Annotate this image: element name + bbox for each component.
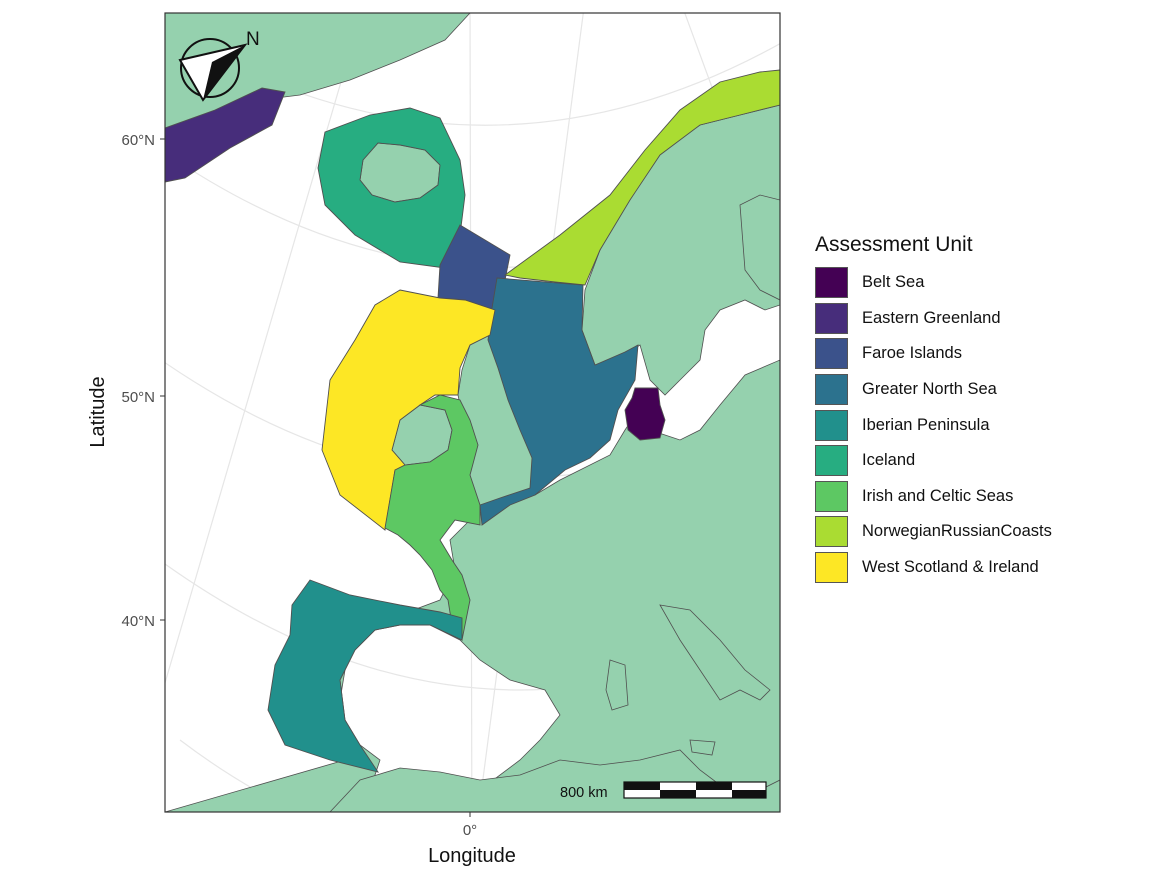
area-eastern-greenland[interactable] <box>165 87 286 183</box>
legend: Assessment Unit Belt Sea Eastern Greenlan… <box>815 233 1052 585</box>
y-axis-title: Latitude <box>87 376 109 447</box>
legend-item: West Scotland & Ireland <box>815 550 1052 586</box>
legend-swatch <box>815 338 848 370</box>
scale-bar: 800 km <box>560 781 767 801</box>
legend-label: Faroe Islands <box>862 344 962 363</box>
legend-item: Iberian Peninsula <box>815 407 1052 443</box>
area-iberian-peninsula[interactable] <box>267 579 463 773</box>
y-tick-label: 50°N <box>121 389 155 406</box>
legend-label: Eastern Greenland <box>862 308 1001 327</box>
legend-label: NorwegianRussianCoasts <box>862 522 1052 541</box>
x-tick-label: 0° <box>463 822 477 839</box>
land-sardinia <box>605 659 629 711</box>
legend-item: Greater North Sea <box>815 372 1052 408</box>
legend-title: Assessment Unit <box>815 233 973 256</box>
area-west-scotland-ireland[interactable] <box>321 289 496 531</box>
y-axis: 60°N 50°N 40°N Latitude <box>87 132 165 630</box>
legend-swatch <box>815 445 848 477</box>
legend-item: Eastern Greenland <box>815 301 1052 337</box>
y-tick-label: 60°N <box>121 132 155 149</box>
x-axis-title: Longitude <box>428 845 516 867</box>
legend-label: Belt Sea <box>862 273 925 292</box>
area-belt-sea[interactable] <box>624 387 666 441</box>
legend-label: Iberian Peninsula <box>862 415 990 434</box>
legend-swatch <box>815 552 848 584</box>
y-tick-label: 40°N <box>121 613 155 630</box>
area-greater-north-sea[interactable] <box>479 277 639 526</box>
assessment-units <box>165 69 780 773</box>
legend-swatch <box>815 409 848 441</box>
legend-label: West Scotland & Ireland <box>862 558 1039 577</box>
legend-label: Irish and Celtic Seas <box>862 486 1014 505</box>
x-axis: 0° Longitude <box>428 812 516 867</box>
panel-border <box>164 12 781 813</box>
legend-label: Greater North Sea <box>862 380 997 399</box>
legend-swatch <box>815 267 848 299</box>
map-panel: N 800 km <box>165 13 780 812</box>
legend-item: Iceland <box>815 443 1052 479</box>
compass-icon: N <box>178 29 260 102</box>
legend-item: Faroe Islands <box>815 336 1052 372</box>
legend-swatch <box>815 374 848 406</box>
legend-swatch <box>815 480 848 512</box>
legend-item: NorwegianRussianCoasts <box>815 514 1052 550</box>
legend-label: Iceland <box>862 451 916 470</box>
legend-swatch <box>815 302 848 334</box>
legend-items: Belt Sea Eastern Greenland Faroe Islands Gr… <box>815 265 1052 585</box>
legend-item: Irish and Celtic Seas <box>815 479 1052 515</box>
compass-label: N <box>246 29 260 50</box>
legend-item: Belt Sea <box>815 265 1052 301</box>
land-italy <box>659 604 771 701</box>
scalebar-label: 800 km <box>560 785 608 801</box>
legend-swatch <box>815 516 848 548</box>
land-finland <box>739 194 780 301</box>
land-sicily <box>689 739 716 756</box>
